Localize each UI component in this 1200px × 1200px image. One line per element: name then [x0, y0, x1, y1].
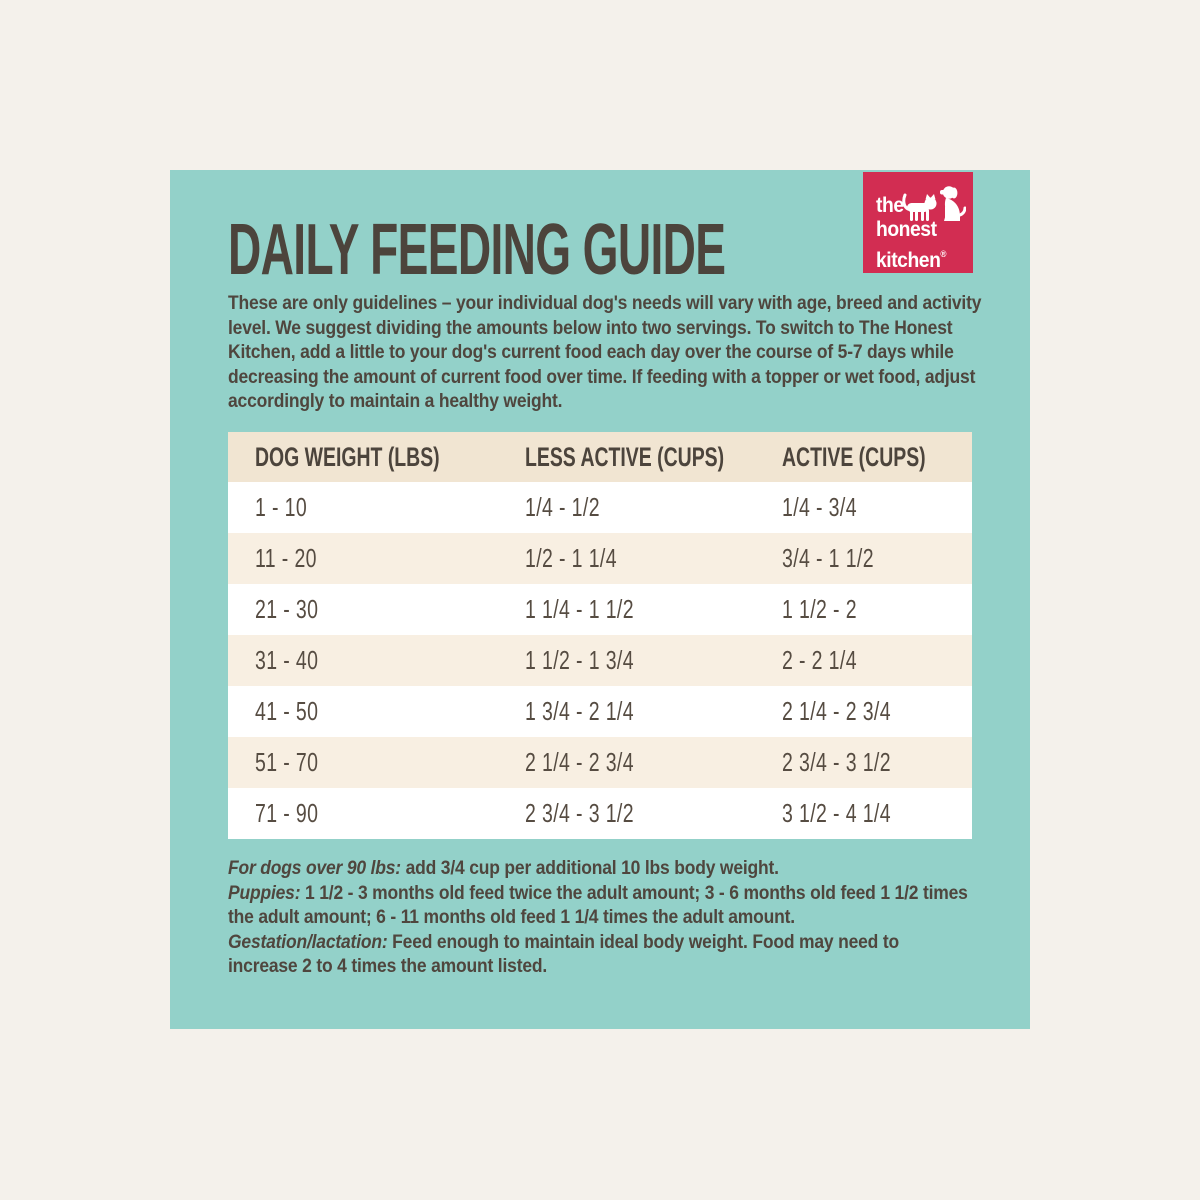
cell-less-active: 1 3/4 - 2 1/4 — [525, 696, 634, 726]
cell-dog-weight: 51 - 70 — [255, 747, 319, 777]
note-lead: For dogs over 90 lbs: — [228, 858, 401, 879]
note: Puppies: 1 1/2 - 3 months old feed twice… — [228, 882, 1061, 931]
intro-text: These are only guidelines – your individ… — [228, 293, 982, 413]
cell-active: 1 1/2 - 2 — [782, 594, 857, 624]
dog-icon — [940, 186, 966, 221]
cell-dog-weight: 41 - 50 — [255, 696, 319, 726]
registered-trademark-icon: ® — [940, 249, 947, 259]
note-lead: Gestation/lactation: — [228, 931, 388, 953]
feeding-guide-panel: DAILY FEEDING GUIDE the honest kitchen® — [170, 170, 1030, 1029]
cell-less-active: 1 1/4 - 1 1/2 — [525, 594, 634, 624]
cell-active: 1/4 - 3/4 — [782, 492, 857, 522]
note-lead: Puppies: — [228, 882, 301, 904]
cell-less-active: 1 1/2 - 1 3/4 — [525, 645, 634, 675]
cell-dog-weight: 21 - 30 — [255, 594, 319, 624]
note: Gestation/lactation: Feed enough to main… — [228, 931, 1061, 980]
note-text: 1 1/2 - 3 months old feed twice the adul… — [228, 882, 968, 929]
cat-icon — [902, 193, 937, 221]
brand-logo-text: the honest kitchen® — [876, 194, 947, 273]
cell-active: 3/4 - 1 1/2 — [782, 543, 874, 573]
cell-active: 2 1/4 - 2 3/4 — [782, 696, 891, 726]
cell-less-active: 1/4 - 1/2 — [525, 492, 600, 522]
note-text: add 3/4 cup per additional 10 lbs body w… — [405, 858, 779, 879]
page-title: DAILY FEEDING GUIDE — [228, 210, 726, 290]
cell-less-active: 1/2 - 1 1/4 — [525, 543, 617, 573]
table-row: 31 - 40 1 1/2 - 1 3/4 2 - 2 1/4 — [228, 635, 972, 686]
table-header-row: DOG WEIGHT (LBS) LESS ACTIVE (CUPS) ACTI… — [228, 432, 972, 482]
note-text: Feed enough to maintain ideal body weigh… — [228, 931, 899, 978]
table-body: 1 - 10 1/4 - 1/2 1/4 - 3/4 11 - 20 1/2 -… — [228, 482, 972, 839]
header-active: ACTIVE (CUPS) — [782, 441, 926, 472]
brand-logo: the honest kitchen® — [863, 172, 973, 273]
cell-less-active: 2 3/4 - 3 1/2 — [525, 798, 634, 828]
cell-active: 2 3/4 - 3 1/2 — [782, 747, 891, 777]
table-row: 11 - 20 1/2 - 1 1/4 3/4 - 1 1/2 — [228, 533, 972, 584]
cell-dog-weight: 11 - 20 — [255, 543, 317, 573]
header-dog-weight: DOG WEIGHT (LBS) — [255, 441, 440, 472]
header-less-active: LESS ACTIVE (CUPS) — [525, 441, 725, 472]
cell-active: 2 - 2 1/4 — [782, 645, 857, 675]
brand-logo-icons — [902, 185, 966, 222]
table-row: 21 - 30 1 1/4 - 1 1/2 1 1/2 - 2 — [228, 584, 972, 635]
cell-less-active: 2 1/4 - 2 3/4 — [525, 747, 634, 777]
table-row: 51 - 70 2 1/4 - 2 3/4 2 3/4 - 3 1/2 — [228, 737, 972, 788]
cell-dog-weight: 71 - 90 — [255, 798, 319, 828]
cell-dog-weight: 1 - 10 — [255, 492, 308, 522]
notes: For dogs over 90 lbs: add 3/4 cup per ad… — [228, 857, 1061, 980]
table-row: 1 - 10 1/4 - 1/2 1/4 - 3/4 — [228, 482, 972, 533]
table-row: 71 - 90 2 3/4 - 3 1/2 3 1/2 - 4 1/4 — [228, 788, 972, 839]
brand-logo-words: the honest kitchen — [876, 194, 941, 272]
table-row: 41 - 50 1 3/4 - 2 1/4 2 1/4 - 2 3/4 — [228, 686, 972, 737]
cell-dog-weight: 31 - 40 — [255, 645, 319, 675]
feeding-table: DOG WEIGHT (LBS) LESS ACTIVE (CUPS) ACTI… — [228, 432, 972, 839]
cell-active: 3 1/2 - 4 1/4 — [782, 798, 891, 828]
note: For dogs over 90 lbs: add 3/4 cup per ad… — [228, 857, 1061, 882]
